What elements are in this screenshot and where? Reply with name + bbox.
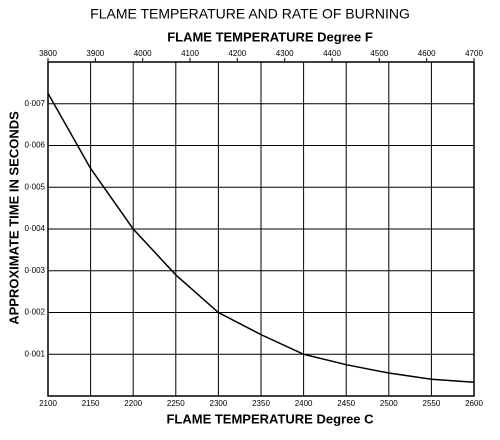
x2-tick-label: 4600 [418, 49, 436, 58]
x-tick-label: 2100 [39, 399, 57, 408]
y-tick-label: 0·005 [25, 182, 46, 191]
x-tick-label: 2200 [124, 399, 142, 408]
x2-tick-label: 4300 [276, 49, 294, 58]
y-tick-label: 0·003 [25, 266, 46, 275]
x-tick-label: 2600 [465, 399, 483, 408]
y-tick-label: 0·006 [25, 141, 46, 150]
y-tick-label: 0·004 [25, 224, 46, 233]
x-tick-label: 2350 [252, 399, 270, 408]
y-tick-label: 0·001 [25, 349, 46, 358]
x2-tick-label: 4000 [134, 49, 152, 58]
x2-tick-label: 4400 [323, 49, 341, 58]
x-axis-label: FLAME TEMPERATURE Degree C [166, 411, 374, 426]
x2-tick-label: 4500 [370, 49, 388, 58]
y-tick-label: 0·007 [25, 99, 46, 108]
x-tick-label: 2400 [295, 399, 313, 408]
x2-tick-label: 4200 [228, 49, 246, 58]
x2-tick-label: 3800 [39, 49, 57, 58]
y-tick-label: 0·002 [25, 308, 46, 317]
chart-title: FLAME TEMPERATURE AND RATE OF BURNING [90, 6, 410, 22]
x2-tick-label: 3900 [86, 49, 104, 58]
x-tick-label: 2300 [210, 399, 228, 408]
x-tick-label: 2500 [380, 399, 398, 408]
x-tick-label: 2550 [423, 399, 441, 408]
x2-axis-label: FLAME TEMPERATURE Degree F [167, 29, 373, 44]
x-tick-label: 2250 [167, 399, 185, 408]
x-tick-label: 2450 [337, 399, 355, 408]
x2-tick-label: 4700 [465, 49, 483, 58]
x2-tick-label: 4100 [181, 49, 199, 58]
y-axis-label: APPROXIMATE TIME IN SECONDS [6, 111, 21, 325]
x-tick-label: 2150 [82, 399, 100, 408]
line [47, 92, 475, 383]
